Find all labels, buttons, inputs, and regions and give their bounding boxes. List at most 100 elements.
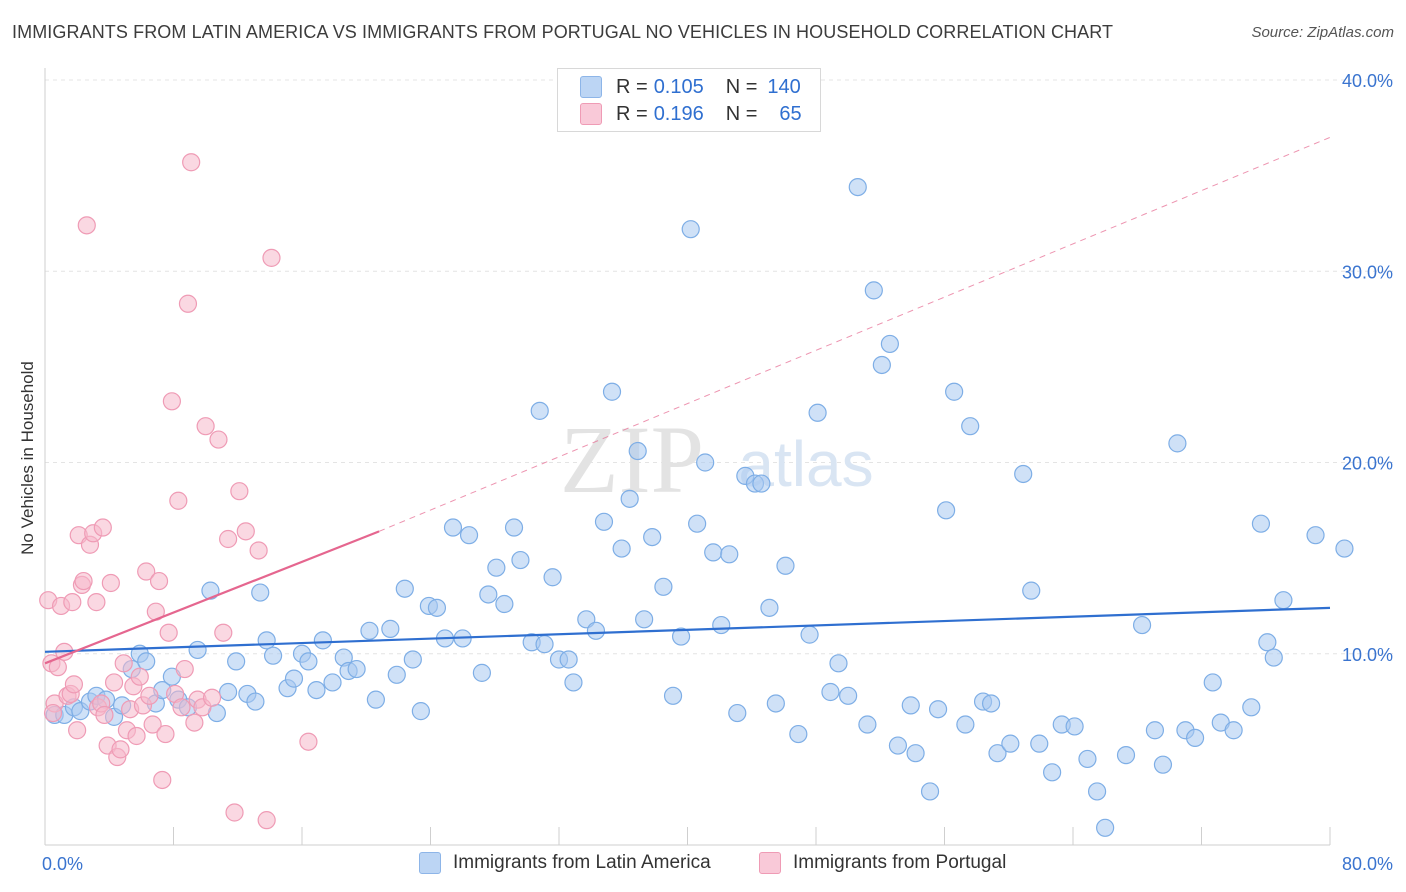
point-latin-america bbox=[663, 686, 683, 705]
point-portugal bbox=[64, 675, 84, 694]
point-latin-america bbox=[219, 682, 238, 702]
point-latin-america bbox=[956, 715, 975, 734]
point-latin-america bbox=[188, 640, 207, 660]
point-latin-america bbox=[872, 355, 891, 375]
point-latin-america bbox=[1224, 721, 1243, 740]
point-portugal bbox=[143, 715, 162, 734]
point-latin-america bbox=[981, 694, 1001, 713]
point-latin-america bbox=[752, 474, 771, 493]
point-portugal bbox=[114, 654, 133, 673]
point-portugal bbox=[214, 623, 233, 642]
legend-swatch-portugal bbox=[580, 103, 602, 125]
point-latin-america bbox=[696, 453, 715, 472]
bottom-legend-latin: Immigrants from Latin America bbox=[419, 852, 711, 874]
point-latin-america bbox=[937, 501, 956, 520]
point-latin-america bbox=[821, 682, 840, 702]
point-latin-america bbox=[880, 334, 899, 354]
grid-layer bbox=[45, 79, 1395, 655]
point-portugal bbox=[202, 688, 222, 707]
point-portugal bbox=[299, 732, 318, 751]
point-portugal bbox=[130, 667, 149, 686]
point-latin-america bbox=[766, 694, 785, 713]
point-latin-america bbox=[543, 568, 562, 587]
point-latin-america bbox=[888, 736, 908, 755]
point-latin-america bbox=[612, 539, 631, 558]
point-latin-america bbox=[1030, 734, 1049, 753]
y-tick-label: 30.0% bbox=[1342, 262, 1393, 282]
point-portugal bbox=[169, 491, 188, 510]
point-portugal bbox=[225, 803, 244, 822]
point-latin-america bbox=[227, 652, 246, 671]
point-latin-america bbox=[988, 744, 1007, 763]
point-latin-america bbox=[1335, 539, 1354, 558]
point-latin-america bbox=[360, 621, 379, 640]
point-latin-america bbox=[1022, 581, 1041, 600]
point-latin-america bbox=[1145, 721, 1165, 740]
point-latin-america bbox=[728, 703, 747, 723]
point-latin-america bbox=[712, 615, 731, 635]
point-latin-america bbox=[628, 441, 647, 461]
legend-r-label: R = bbox=[616, 102, 648, 125]
point-latin-america bbox=[864, 281, 883, 300]
point-latin-america bbox=[1168, 434, 1187, 453]
point-latin-america bbox=[1087, 782, 1107, 801]
point-latin-america bbox=[1258, 633, 1277, 652]
point-latin-america bbox=[961, 417, 980, 436]
point-latin-america bbox=[848, 178, 867, 197]
point-latin-america bbox=[427, 598, 447, 617]
point-latin-america bbox=[366, 690, 385, 709]
x-tick-label-max: 80.0% bbox=[1342, 854, 1393, 874]
point-portugal bbox=[149, 571, 169, 591]
point-latin-america bbox=[671, 627, 691, 646]
point-portugal bbox=[172, 698, 191, 717]
y-tick-label: 20.0% bbox=[1342, 454, 1393, 474]
point-latin-america bbox=[906, 744, 925, 763]
point-latin-america bbox=[1132, 615, 1152, 635]
point-latin-america bbox=[443, 518, 463, 537]
point-portugal bbox=[140, 686, 159, 705]
point-latin-america bbox=[586, 621, 606, 640]
point-portugal bbox=[43, 703, 63, 723]
point-portugal bbox=[104, 673, 124, 692]
point-portugal bbox=[219, 529, 238, 549]
watermark: ZIP atlas bbox=[560, 406, 874, 513]
point-latin-america bbox=[858, 715, 877, 734]
bottom-legend-swatch-portugal bbox=[759, 852, 781, 874]
point-latin-america bbox=[800, 625, 819, 644]
point-latin-america bbox=[246, 692, 265, 711]
point-latin-america bbox=[299, 652, 318, 671]
bottom-legend-portugal: Immigrants from Portugal bbox=[759, 852, 1006, 874]
legend-n-label: N = bbox=[725, 75, 758, 98]
point-latin-america bbox=[1306, 526, 1325, 545]
point-portugal bbox=[63, 593, 82, 612]
point-portugal bbox=[249, 541, 268, 560]
series-portugal bbox=[39, 153, 318, 830]
point-portugal bbox=[87, 593, 106, 612]
point-latin-america bbox=[504, 518, 524, 537]
point-latin-america bbox=[487, 558, 506, 577]
point-portugal bbox=[230, 482, 249, 501]
point-portugal bbox=[185, 713, 204, 732]
legend-n-value: 140 bbox=[767, 75, 801, 98]
bottom-legend-label-portugal: Immigrants from Portugal bbox=[793, 852, 1007, 873]
point-latin-america bbox=[313, 631, 332, 650]
point-portugal bbox=[178, 294, 198, 313]
point-latin-america bbox=[535, 635, 554, 654]
point-latin-america bbox=[263, 646, 283, 665]
point-latin-america bbox=[1264, 648, 1283, 667]
point-latin-america bbox=[620, 489, 639, 508]
point-portugal bbox=[182, 153, 201, 172]
legend-row-portugal: R = 0.196 N = 65 bbox=[580, 101, 802, 127]
point-latin-america bbox=[654, 577, 673, 596]
y-axis-label: No Vehicles in Household bbox=[18, 361, 37, 555]
point-latin-america bbox=[307, 680, 326, 700]
point-portugal bbox=[209, 430, 228, 449]
point-latin-america bbox=[1153, 755, 1173, 774]
point-latin-america bbox=[920, 782, 940, 801]
point-latin-america bbox=[323, 673, 342, 692]
point-latin-america bbox=[411, 702, 430, 721]
point-latin-america bbox=[1014, 464, 1033, 484]
point-portugal bbox=[68, 721, 87, 740]
point-latin-america bbox=[137, 652, 156, 671]
point-latin-america bbox=[594, 512, 614, 531]
